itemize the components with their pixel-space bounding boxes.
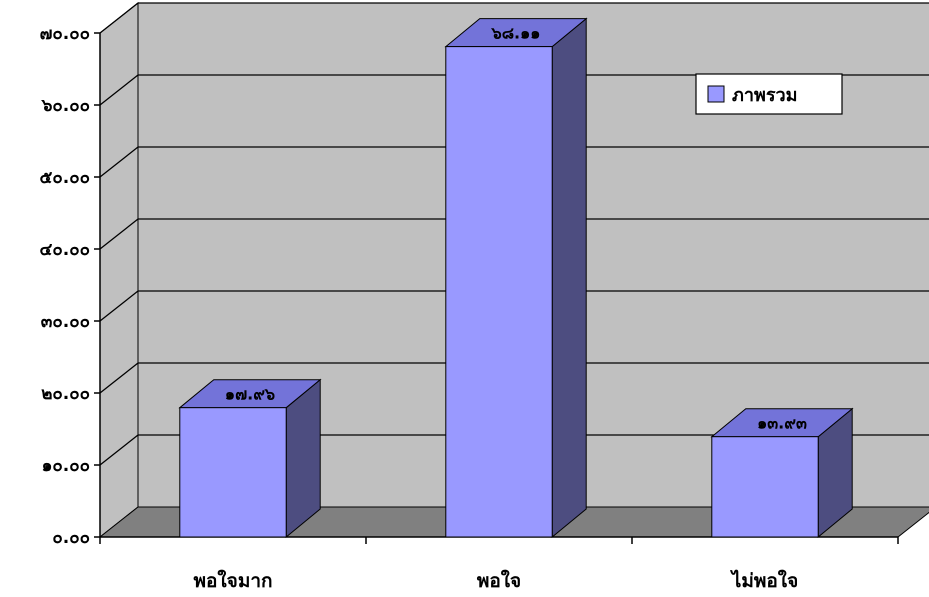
bar-side-face bbox=[551, 17, 587, 539]
legend: ภาพรวม bbox=[695, 73, 843, 115]
x-category-label: พอใจ bbox=[477, 569, 521, 592]
data-label: ๖๘.๑๑ bbox=[491, 24, 541, 43]
bar bbox=[178, 378, 322, 539]
gridline bbox=[99, 2, 929, 34]
chart-side-wall bbox=[99, 1, 139, 539]
data-label: ๑๓.๙๓ bbox=[757, 414, 807, 433]
bar bbox=[710, 407, 854, 539]
data-label: ๑๗.๙๖ bbox=[225, 385, 275, 404]
legend-label: ภาพรวม bbox=[732, 85, 797, 106]
gridline bbox=[99, 74, 929, 106]
bar-front-face bbox=[445, 46, 553, 538]
y-tick-label: ๓๐.๐๐ bbox=[41, 312, 90, 332]
y-tick-label: ๑๐.๐๐ bbox=[42, 456, 90, 476]
y-tick-label: ๕๐.๐๐ bbox=[40, 168, 90, 188]
gridline bbox=[99, 218, 929, 250]
legend-swatch bbox=[707, 85, 725, 103]
gridline bbox=[99, 290, 929, 322]
gridline bbox=[99, 146, 929, 178]
y-tick-label: ๔๐.๐๐ bbox=[40, 240, 90, 260]
gridlines bbox=[99, 2, 929, 466]
y-axis-tick-labels: ๐.๐๐ ๑๐.๐๐ ๒๐.๐๐ ๓๐.๐๐ ๔๐.๐๐ ๕๐.๐๐ ๖๐.๐๐ ๗๐.๐๐ bbox=[40, 24, 90, 548]
y-tick-label: ๖๐.๐๐ bbox=[41, 96, 90, 116]
gridline bbox=[99, 362, 929, 394]
bar-front-face bbox=[711, 436, 819, 538]
bar bbox=[444, 17, 588, 539]
x-axis-category-labels: พอใจมาก พอใจ ไม่พอใจ bbox=[193, 569, 798, 592]
y-tick-label: ๒๐.๐๐ bbox=[41, 384, 90, 404]
bar-front-face bbox=[179, 407, 287, 538]
x-category-label: ไม่พอใจ bbox=[730, 569, 798, 592]
x-category-label: พอใจมาก bbox=[193, 569, 272, 592]
y-tick-label: ๗๐.๐๐ bbox=[40, 24, 90, 44]
y-tick-label: ๐.๐๐ bbox=[52, 528, 90, 548]
gridline bbox=[99, 434, 929, 466]
